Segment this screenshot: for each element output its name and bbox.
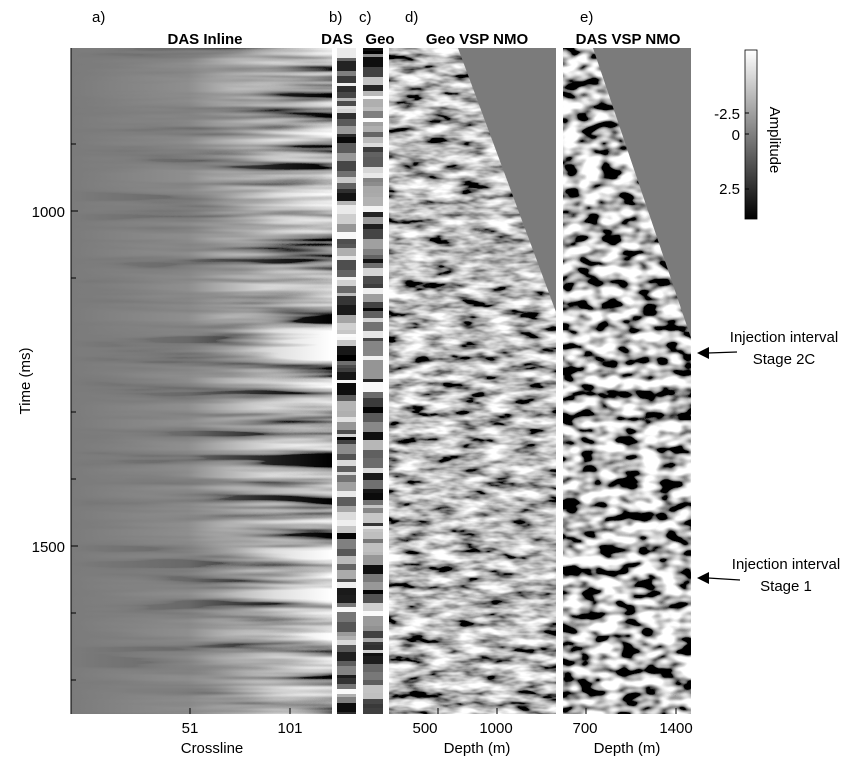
panel-b-letter: b) [329,9,342,26]
colorbar-tick-label: -2.5 [714,106,740,123]
panel-b-title: DAS [321,31,353,48]
panel-a-image [71,48,332,714]
x-axis-ticks [189,708,677,714]
x-axis-label: Depth (m) [444,740,511,757]
annotation-line2: Stage 1 [760,578,812,595]
y-tick-label: 1000 [32,204,65,221]
y-axis-label: Time (ms) [17,348,34,415]
panel-e-image [563,48,691,714]
panel-c-letter: c) [359,9,372,26]
panel-d-title: Geo VSP NMO [426,31,529,48]
panel-c-image [363,48,383,714]
x-tick-label: 1000 [479,720,512,737]
annotation-line2: Stage 2C [753,351,816,368]
panel-b-image [337,48,356,714]
annotation-stage-1: Injection interval Stage 1 [697,556,840,595]
x-axis-label: Crossline [181,740,244,757]
x-tick-label: 1400 [659,720,692,737]
x-tick-label: 500 [412,720,437,737]
annotation-line1: Injection interval [730,329,838,346]
colorbar-label: Amplitude [766,107,783,174]
colorbar-tick-label: 2.5 [719,181,740,198]
panel-d-letter: d) [405,9,418,26]
arrow-left-icon [697,572,709,584]
panel-c-title: Geo [365,31,394,48]
panel-d-image [389,48,556,714]
x-tick-label: 101 [277,720,302,737]
panel-e-letter: e) [580,9,593,26]
panel-a-title: DAS Inline [167,31,242,48]
x-tick-label: 700 [572,720,597,737]
colorbar [744,49,758,220]
y-axis [70,48,78,714]
colorbar-tick-label: 0 [732,127,740,144]
panel-e-title: DAS VSP NMO [576,31,681,48]
annotation-line1: Injection interval [732,556,840,573]
panel-a-letter: a) [92,9,105,26]
y-tick-label: 1500 [32,539,65,556]
x-axis-label: Depth (m) [594,740,661,757]
annotation-stage-2c: Injection interval Stage 2C [697,329,838,368]
x-tick-label: 51 [182,720,199,737]
arrow-left-icon [697,347,709,359]
